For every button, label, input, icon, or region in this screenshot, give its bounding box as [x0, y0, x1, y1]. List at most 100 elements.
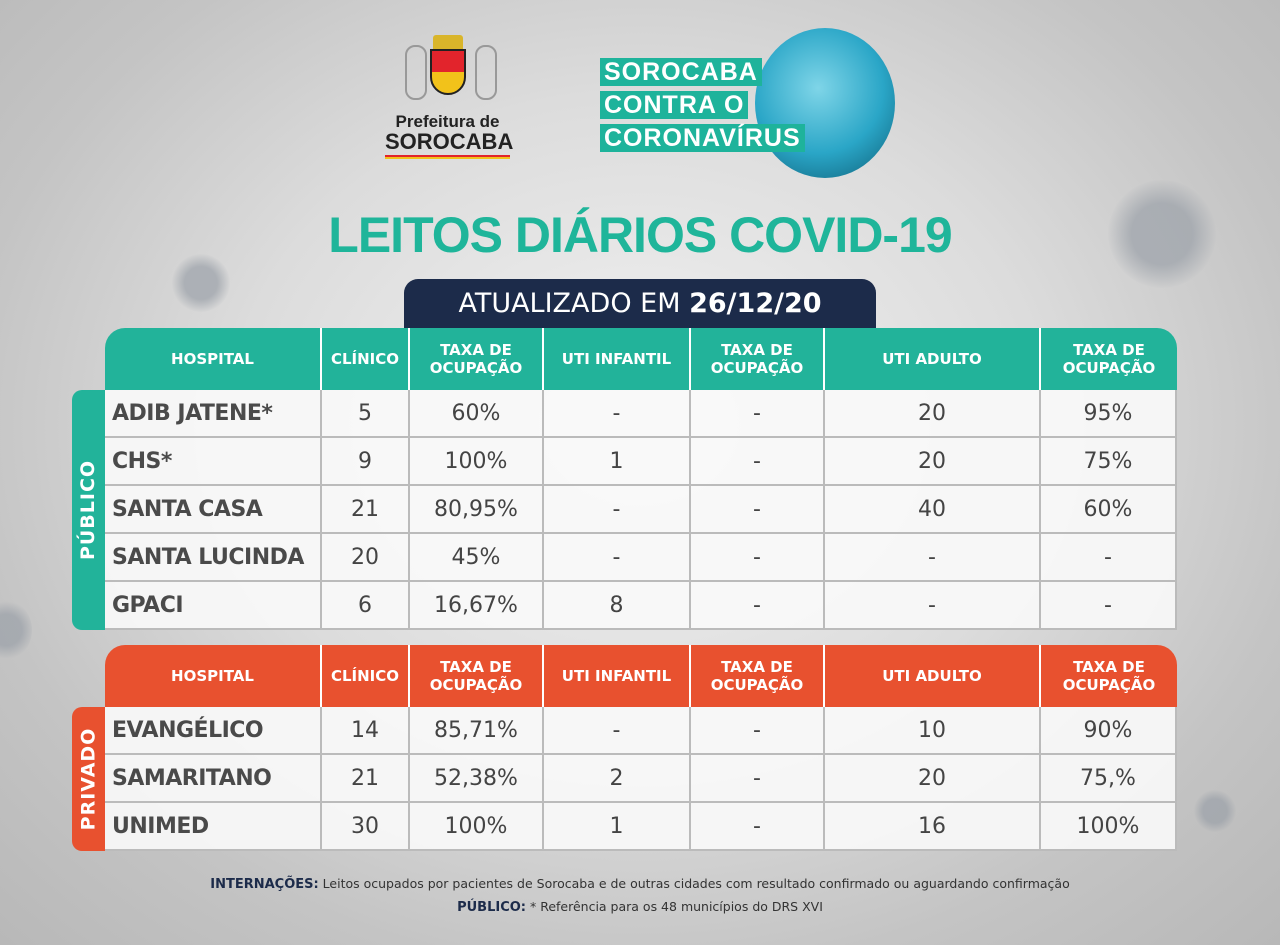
- private-section-label: PRIVADO: [72, 707, 105, 851]
- footnote-label: INTERNAÇÕES:: [210, 877, 319, 892]
- table-cell: 20: [825, 755, 1041, 803]
- section-label-text: PÚBLICO: [77, 459, 100, 561]
- private-table: HOSPITAL CLÍNICO TAXA DE OCUPAÇÃO UTI INFAN…: [105, 645, 1177, 851]
- table-cell: 95%: [1041, 390, 1177, 438]
- table-header: HOSPITAL CLÍNICO TAXA DE OCUPAÇÃO UTI INFAN…: [105, 328, 1177, 390]
- column-header: TAXA DE OCUPAÇÃO: [691, 645, 825, 707]
- column-header: HOSPITAL: [105, 645, 322, 707]
- table-cell: -: [691, 534, 825, 582]
- updated-badge: ATUALIZADO EM 26/12/20: [404, 279, 876, 329]
- virus-decoration-icon: [172, 254, 230, 312]
- hospital-name: GPACI: [105, 582, 322, 630]
- table-cell: -: [691, 755, 825, 803]
- table-cell: -: [1041, 534, 1177, 582]
- hospital-name: CHS*: [105, 438, 322, 486]
- table-cell: 1: [544, 803, 691, 851]
- prefeitura-logo: Prefeitura de SOROCABA: [385, 35, 514, 159]
- table-cell: 20: [825, 390, 1041, 438]
- table-cell: 75%: [1041, 438, 1177, 486]
- column-header: TAXA DE OCUPAÇÃO: [691, 328, 825, 390]
- table-cell: 2: [544, 755, 691, 803]
- table-cell: 16,67%: [410, 582, 544, 630]
- table-row: UNIMED 30 100% 1-16 100%: [105, 803, 1177, 851]
- table-row: SAMARITANO 21 52,38% 2-20 75,%: [105, 755, 1177, 803]
- table-cell: 21: [322, 486, 410, 534]
- table-cell: -: [544, 534, 691, 582]
- table-cell: 75,%: [1041, 755, 1177, 803]
- virus-icon: [755, 28, 895, 178]
- column-header: TAXA DE OCUPAÇÃO: [1062, 658, 1156, 694]
- table-cell: 21: [322, 755, 410, 803]
- table-row: GPACI 6 16,67% 8- - -: [105, 582, 1177, 630]
- table-row: ADIB JATENE* 5 60% - -20 95%: [105, 390, 1177, 438]
- table-cell: -: [544, 486, 691, 534]
- column-header: TAXA DE OCUPAÇÃO: [1062, 341, 1156, 377]
- logo-line2: SOROCABA: [385, 129, 514, 154]
- table-cell: -: [825, 534, 1041, 582]
- column-header: CLÍNICO: [322, 328, 410, 390]
- virus-decoration-icon: [0, 600, 32, 660]
- column-header: CLÍNICO: [322, 645, 410, 707]
- hospital-name: SAMARITANO: [105, 755, 322, 803]
- public-section-label: PÚBLICO: [72, 390, 105, 630]
- table-cell: -: [691, 390, 825, 438]
- column-header: UTI INFANTIL: [544, 328, 691, 390]
- footnote-text: Leitos ocupados por pacientes de Sorocab…: [318, 876, 1070, 891]
- table-cell: -: [544, 707, 691, 755]
- column-header: UTI ADULTO: [825, 328, 1041, 390]
- table-cell: 5: [322, 390, 410, 438]
- column-header: TAXA DE OCUPAÇÃO: [410, 645, 544, 707]
- campaign-line: CONTRA O: [600, 91, 749, 119]
- virus-decoration-icon: [1194, 790, 1236, 832]
- column-header: UTI ADULTO: [825, 645, 1041, 707]
- column-header: TAXA DE OCUPAÇÃO: [410, 328, 544, 390]
- column-header: HOSPITAL: [105, 328, 322, 390]
- table-cell: -: [544, 390, 691, 438]
- table-cell: 100%: [410, 438, 544, 486]
- table-cell: -: [691, 582, 825, 630]
- hospital-name: UNIMED: [105, 803, 322, 851]
- campaign-line: CORONAVÍRUS: [600, 124, 805, 152]
- footer-notes: INTERNAÇÕES: Leitos ocupados por pacient…: [0, 873, 1280, 919]
- table-row: SANTA CASA 21 80,95% - -40 60%: [105, 486, 1177, 534]
- table-cell: -: [691, 707, 825, 755]
- table-cell: 60%: [1041, 486, 1177, 534]
- table-cell: 80,95%: [410, 486, 544, 534]
- table-cell: 9: [322, 438, 410, 486]
- table-cell: -: [825, 582, 1041, 630]
- table-cell: 45%: [410, 534, 544, 582]
- coat-of-arms-icon: [403, 35, 497, 113]
- table-cell: 30: [322, 803, 410, 851]
- table-row: CHS* 9 100% 1-20 75%: [105, 438, 1177, 486]
- table-cell: 40: [825, 486, 1041, 534]
- table-cell: 8: [544, 582, 691, 630]
- hospital-name: EVANGÉLICO: [105, 707, 322, 755]
- logo-line1: Prefeitura de: [395, 112, 500, 131]
- table-row: EVANGÉLICO 14 85,71% - -10 90%: [105, 707, 1177, 755]
- table-cell: -: [691, 438, 825, 486]
- footnote-text: * Referência para os 48 municípios do DR…: [526, 899, 823, 914]
- table-cell: -: [691, 803, 825, 851]
- section-label-text: PRIVADO: [77, 727, 100, 831]
- table-cell: 20: [322, 534, 410, 582]
- hospital-name: SANTA LUCINDA: [105, 534, 322, 582]
- updated-date: 26/12/20: [689, 288, 822, 319]
- table-row: SANTA LUCINDA 20 45% - - - -: [105, 534, 1177, 582]
- column-header: UTI INFANTIL: [544, 645, 691, 707]
- table-cell: 100%: [1041, 803, 1177, 851]
- updated-prefix: ATUALIZADO EM: [458, 288, 690, 319]
- table-cell: 1: [544, 438, 691, 486]
- table-header: HOSPITAL CLÍNICO TAXA DE OCUPAÇÃO UTI INFAN…: [105, 645, 1177, 707]
- table-cell: 90%: [1041, 707, 1177, 755]
- campaign-line: SOROCABA: [600, 58, 762, 86]
- public-table: HOSPITAL CLÍNICO TAXA DE OCUPAÇÃO UTI INFAN…: [105, 328, 1177, 630]
- table-cell: 100%: [410, 803, 544, 851]
- table-cell: -: [1041, 582, 1177, 630]
- page-title: LEITOS DIÁRIOS COVID-19: [328, 207, 952, 263]
- table-cell: -: [691, 486, 825, 534]
- hospital-name: ADIB JATENE*: [105, 390, 322, 438]
- table-cell: 60%: [410, 390, 544, 438]
- table-cell: 6: [322, 582, 410, 630]
- virus-decoration-icon: [1108, 180, 1216, 288]
- footnote-label: PÚBLICO:: [457, 900, 526, 915]
